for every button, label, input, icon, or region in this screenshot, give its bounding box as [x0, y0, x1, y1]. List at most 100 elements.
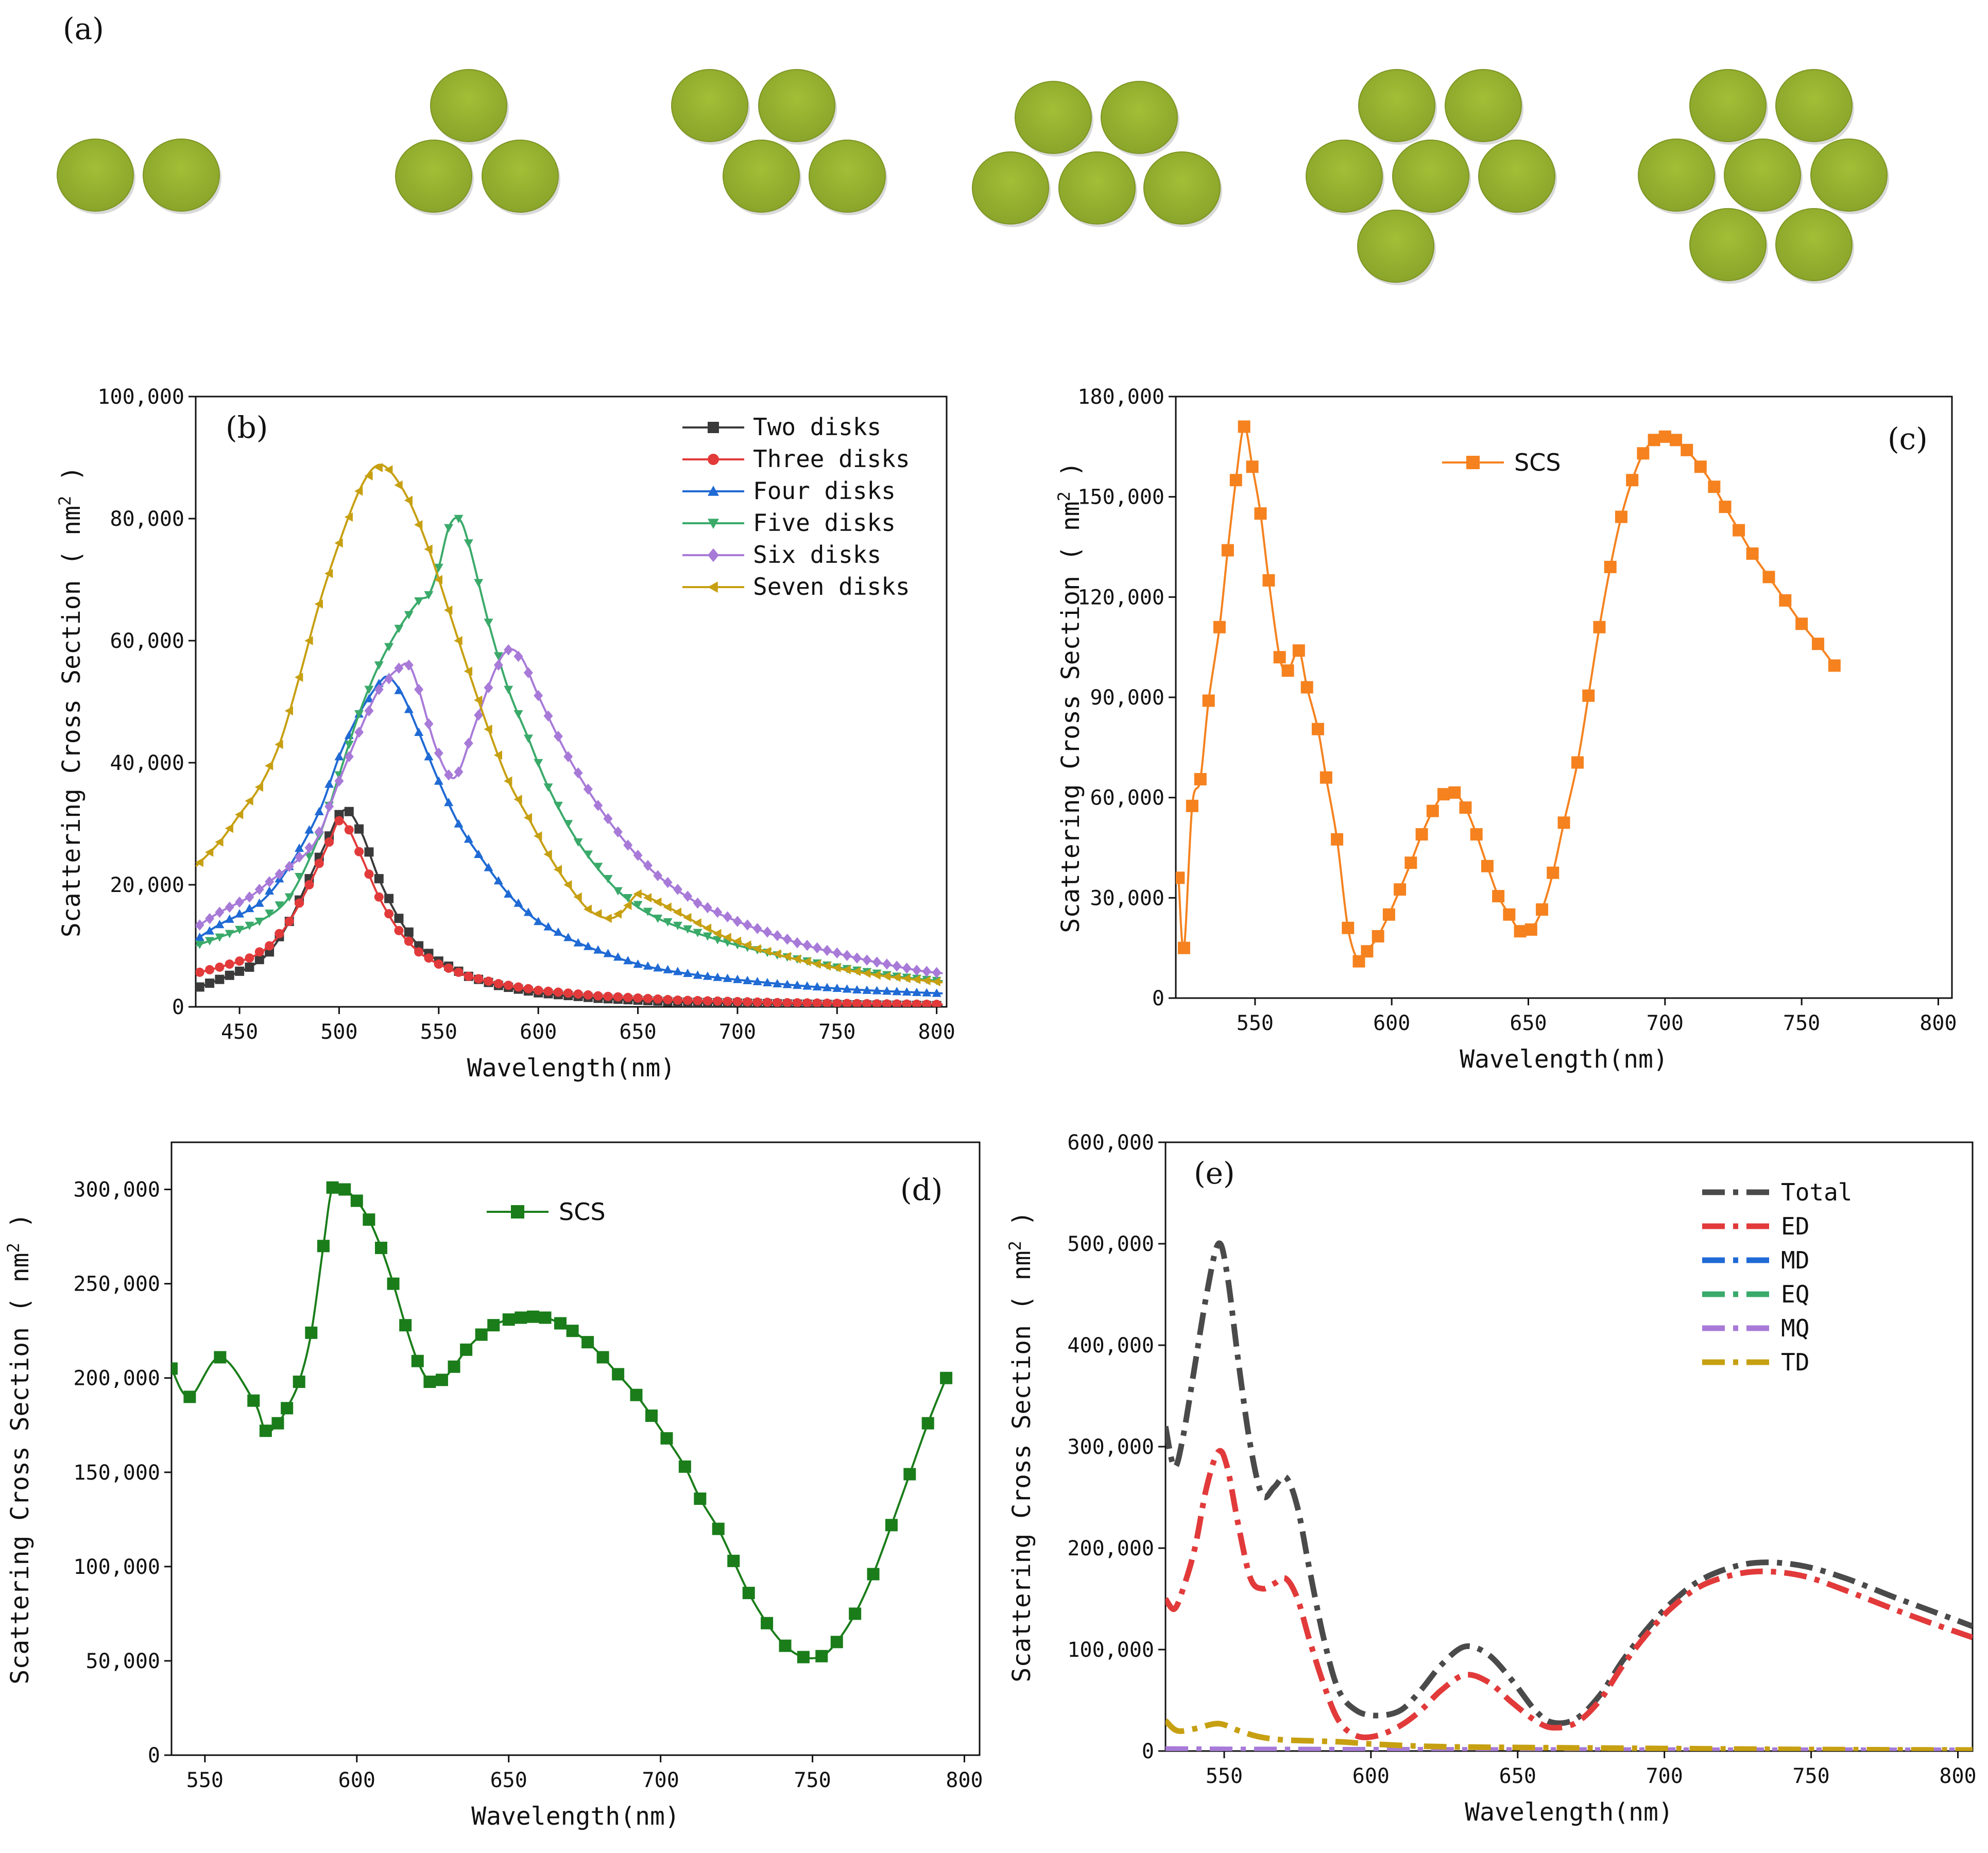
data-point — [1194, 773, 1207, 785]
data-point — [633, 889, 642, 899]
data-point — [573, 892, 582, 902]
data-point — [1557, 816, 1570, 829]
data-point — [493, 876, 503, 885]
x-tick-label: 750 — [1783, 1011, 1820, 1035]
disk — [1358, 69, 1435, 142]
data-point — [762, 947, 772, 956]
disk — [1775, 208, 1853, 281]
data-point — [254, 955, 264, 965]
data-point — [1176, 871, 1185, 884]
data-point — [723, 997, 732, 1006]
data-point — [215, 837, 224, 847]
data-point — [1681, 443, 1693, 456]
data-point — [354, 726, 364, 738]
data-point — [364, 847, 374, 857]
data-point — [225, 914, 234, 923]
data-point — [404, 927, 414, 937]
data-point — [444, 963, 454, 973]
data-point — [205, 926, 215, 935]
data-point — [344, 741, 354, 749]
series-layer — [1176, 420, 1841, 968]
data-point — [474, 709, 484, 721]
data-point — [832, 983, 842, 992]
data-point — [1426, 804, 1439, 817]
data-point — [663, 965, 673, 973]
data-point — [623, 992, 633, 1002]
data-point — [475, 1328, 488, 1341]
legend-label: SCS — [1514, 449, 1561, 476]
data-point — [842, 984, 852, 993]
data-point — [504, 981, 513, 990]
data-point — [454, 967, 464, 977]
series-four-disks — [196, 673, 943, 997]
data-point — [326, 1181, 339, 1194]
data-point — [444, 769, 454, 781]
x-tick-label: 700 — [1647, 1011, 1684, 1035]
data-point — [822, 945, 832, 956]
data-point — [553, 730, 563, 742]
data-point — [885, 1519, 898, 1532]
data-point — [566, 1325, 579, 1337]
data-point — [414, 947, 424, 957]
data-point — [460, 1343, 473, 1356]
data-point — [922, 999, 932, 1007]
data-point — [643, 993, 653, 1003]
legend-marker — [708, 486, 719, 496]
data-point — [852, 967, 861, 976]
y-tick-label: 200,000 — [1067, 1537, 1154, 1560]
panel-label: (c) — [1888, 421, 1928, 456]
data-point — [1254, 507, 1267, 520]
disk-group-2 — [57, 139, 221, 214]
data-point — [275, 929, 284, 938]
data-point — [245, 891, 254, 903]
data-point — [183, 1391, 196, 1403]
legend-label: Two disks — [753, 413, 881, 441]
data-point — [394, 662, 404, 674]
disk — [723, 140, 800, 213]
data-point — [271, 1417, 284, 1430]
data-point — [1492, 890, 1505, 903]
series-line — [172, 1182, 947, 1659]
data-point — [534, 831, 542, 841]
data-point — [563, 751, 573, 762]
y-tick-label: 300,000 — [73, 1178, 160, 1202]
series-mq — [1166, 1746, 1973, 1751]
disk — [1357, 210, 1434, 283]
legend-label: Six disks — [753, 541, 881, 569]
y-tick-label: 300,000 — [1067, 1435, 1154, 1459]
data-point — [902, 973, 911, 983]
y-tick-label: 90,000 — [1090, 686, 1165, 710]
data-point — [822, 998, 832, 1007]
data-point — [314, 807, 324, 815]
data-point — [448, 1360, 460, 1373]
x-tick-label: 800 — [1920, 1011, 1957, 1035]
data-point — [464, 539, 473, 548]
data-point — [295, 873, 304, 882]
legend-label: Total — [1781, 1178, 1852, 1206]
data-point — [523, 667, 533, 679]
data-point — [504, 776, 512, 786]
data-point — [334, 775, 344, 787]
plot-frame — [170, 1141, 981, 1756]
data-point — [324, 801, 334, 812]
data-point — [275, 740, 283, 749]
data-point — [553, 987, 563, 997]
data-point — [374, 684, 384, 695]
data-point — [215, 974, 225, 984]
plot-frame — [1164, 1141, 1974, 1752]
y-axis-label-sup: 2 — [55, 496, 75, 506]
data-point — [235, 966, 245, 976]
data-point — [653, 870, 663, 882]
data-point — [713, 906, 723, 918]
data-point — [912, 999, 921, 1007]
data-point — [603, 813, 613, 825]
data-point — [802, 957, 811, 967]
disk — [395, 140, 472, 213]
data-point — [693, 996, 702, 1005]
disk — [1392, 140, 1469, 213]
data-point — [1292, 644, 1305, 657]
data-point — [1394, 883, 1407, 896]
series-line — [1166, 1746, 1973, 1751]
data-point — [912, 974, 921, 984]
data-point — [493, 750, 503, 760]
